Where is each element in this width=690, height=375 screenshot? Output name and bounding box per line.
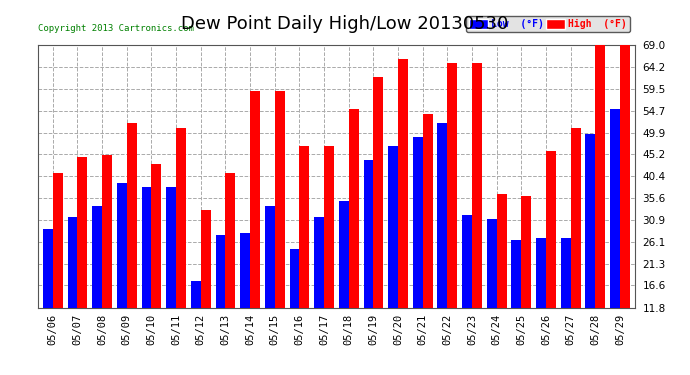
Bar bbox=[102, 155, 112, 308]
Bar bbox=[265, 206, 275, 308]
Bar bbox=[215, 236, 226, 308]
Bar bbox=[117, 183, 127, 308]
Bar bbox=[166, 187, 176, 308]
Bar bbox=[472, 63, 482, 308]
Bar bbox=[348, 109, 359, 307]
Bar bbox=[398, 59, 408, 308]
Bar bbox=[620, 45, 630, 308]
Bar bbox=[314, 217, 324, 308]
Bar bbox=[176, 128, 186, 308]
Bar bbox=[201, 210, 210, 308]
Bar bbox=[546, 150, 556, 308]
Bar bbox=[536, 238, 546, 308]
Bar bbox=[339, 201, 348, 308]
Bar bbox=[487, 219, 497, 308]
Bar bbox=[595, 45, 605, 308]
Bar bbox=[226, 174, 235, 308]
Bar bbox=[250, 91, 260, 308]
Bar bbox=[522, 196, 531, 308]
Legend: Low  (°F), High  (°F): Low (°F), High (°F) bbox=[466, 16, 630, 32]
Text: Copyright 2013 Cartronics.com: Copyright 2013 Cartronics.com bbox=[38, 24, 194, 33]
Bar bbox=[413, 137, 423, 308]
Bar bbox=[275, 91, 284, 308]
Bar bbox=[586, 135, 595, 308]
Bar bbox=[92, 206, 102, 308]
Bar bbox=[127, 123, 137, 308]
Bar bbox=[462, 215, 472, 308]
Text: Dew Point Daily High/Low 20130530: Dew Point Daily High/Low 20130530 bbox=[181, 15, 509, 33]
Bar bbox=[240, 233, 250, 308]
Bar bbox=[141, 187, 151, 308]
Bar bbox=[437, 123, 447, 308]
Bar bbox=[52, 174, 63, 308]
Bar bbox=[571, 128, 580, 308]
Bar bbox=[373, 77, 383, 308]
Bar bbox=[191, 281, 201, 308]
Bar bbox=[299, 146, 309, 308]
Bar bbox=[68, 217, 77, 308]
Bar bbox=[447, 63, 457, 308]
Bar bbox=[423, 114, 433, 308]
Bar bbox=[151, 164, 161, 308]
Bar bbox=[561, 238, 571, 308]
Bar bbox=[610, 109, 620, 307]
Bar bbox=[511, 240, 522, 308]
Bar bbox=[77, 157, 87, 308]
Bar bbox=[364, 160, 373, 308]
Bar bbox=[388, 146, 398, 308]
Bar bbox=[290, 249, 299, 308]
Bar bbox=[497, 194, 506, 308]
Bar bbox=[43, 229, 52, 308]
Bar bbox=[324, 146, 334, 308]
